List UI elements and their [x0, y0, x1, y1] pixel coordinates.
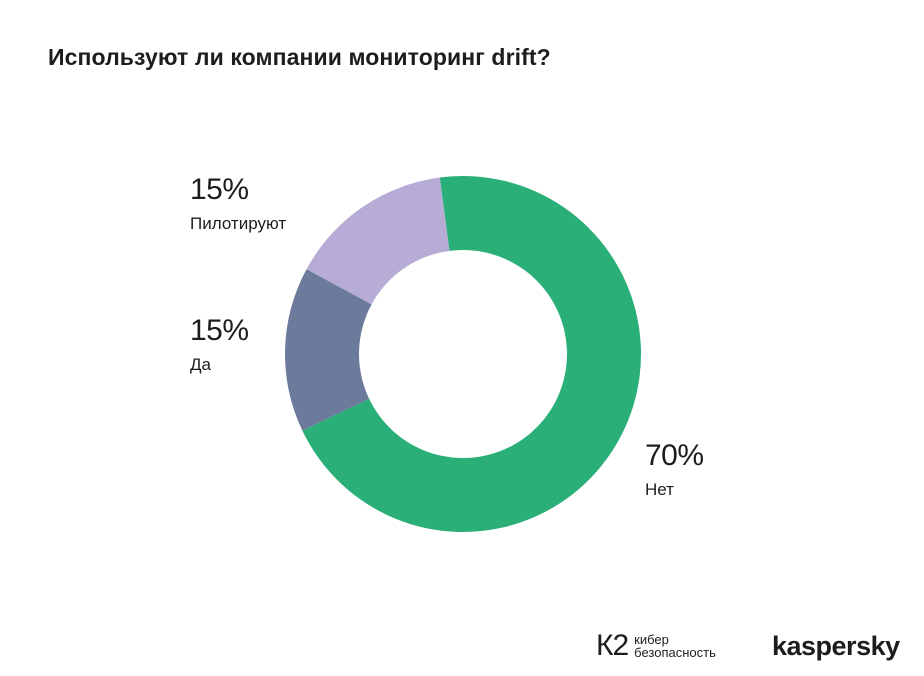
slice-name-yes: Да [190, 355, 211, 374]
kaspersky-logo: kaspersky [772, 631, 900, 661]
slice-label-no: 70% Нет [645, 439, 704, 501]
k2-logo: К2 кибер безопасность [596, 628, 716, 664]
slice-value-no: 70% [645, 439, 704, 472]
slice-label-yes: 15% Да [190, 314, 249, 376]
chart-title: Используют ли компании мониторинг drift? [48, 44, 551, 70]
k2-logo-mark: К2 [596, 629, 629, 662]
slice-name-no: Нет [645, 480, 674, 499]
slice-value-yes: 15% [190, 314, 249, 347]
slice-label-pilot: 15% Пилотируют [190, 173, 286, 235]
k2-logo-line2: безопасность [634, 645, 716, 660]
donut-slice-pilot [306, 177, 450, 305]
slice-value-pilot: 15% [190, 173, 249, 206]
k2-logo-text: кибер безопасность [634, 633, 716, 659]
slice-name-pilot: Пилотируют [190, 214, 287, 233]
k2-logo-line1: кибер [634, 632, 669, 647]
donut-slice-no [302, 176, 641, 532]
donut-slice-yes [285, 269, 372, 431]
